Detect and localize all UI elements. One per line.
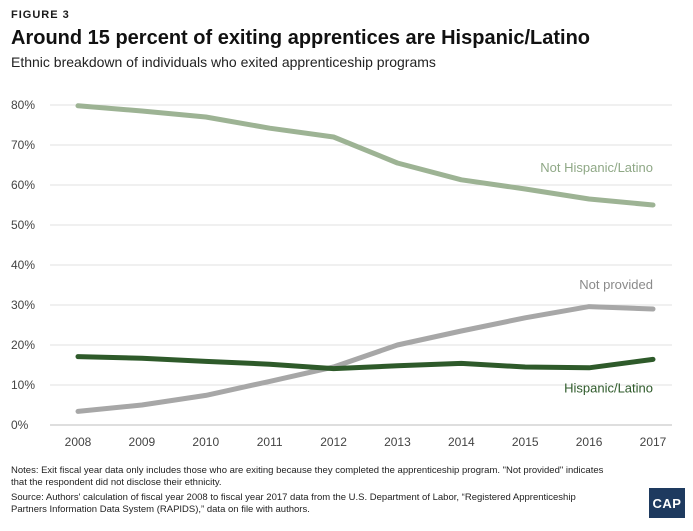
x-tick-label: 2016 (576, 435, 603, 449)
x-tick-label: 2015 (512, 435, 539, 449)
y-tick-label: 30% (11, 298, 35, 312)
x-tick-label: 2011 (257, 435, 283, 449)
x-tick-label: 2017 (640, 435, 667, 449)
series-label: Not provided (579, 277, 653, 292)
y-tick-label: 20% (11, 338, 35, 352)
figure-label: FIGURE 3 (11, 9, 70, 21)
y-tick-label: 60% (11, 178, 35, 192)
chart-notes: Notes: Exit fiscal year data only includ… (11, 465, 604, 488)
x-tick-label: 2012 (320, 435, 347, 449)
y-tick-label: 10% (11, 378, 35, 392)
chart-subtitle: Ethnic breakdown of individuals who exit… (11, 54, 436, 70)
gridlines (50, 104, 672, 426)
series-label: Hispanic/Latino (564, 380, 653, 395)
cap-logo: CAP (649, 488, 685, 518)
chart-title: Around 15 percent of exiting apprentices… (11, 27, 591, 49)
y-tick-label: 70% (11, 138, 35, 152)
series-lines (75, 103, 656, 414)
y-tick-label: 0% (11, 418, 29, 432)
series-line (75, 103, 656, 208)
y-tick-label: 80% (11, 98, 35, 112)
series-line (75, 354, 656, 372)
x-tick-label: 2010 (192, 435, 219, 449)
y-axis-ticks: 0% 10% 20% 30% 40% 50% 60% 70% 80% (11, 98, 35, 432)
chart-source: Source: Authors' calculation of fiscal y… (11, 492, 576, 515)
x-tick-label: 2013 (384, 435, 411, 449)
y-tick-label: 40% (11, 258, 35, 272)
series-label: Not Hispanic/Latino (540, 160, 653, 175)
x-tick-label: 2014 (448, 435, 475, 449)
x-axis-ticks: 2008 2009 2010 2011 2012 2013 2014 2015 2016 2017 (65, 435, 667, 449)
x-tick-label: 2009 (129, 435, 156, 449)
y-tick-label: 50% (11, 218, 35, 232)
x-tick-label: 2008 (65, 435, 92, 449)
series-labels: Not Hispanic/Latino Not provided Hispanic/… (540, 160, 653, 395)
series-line (75, 304, 656, 414)
